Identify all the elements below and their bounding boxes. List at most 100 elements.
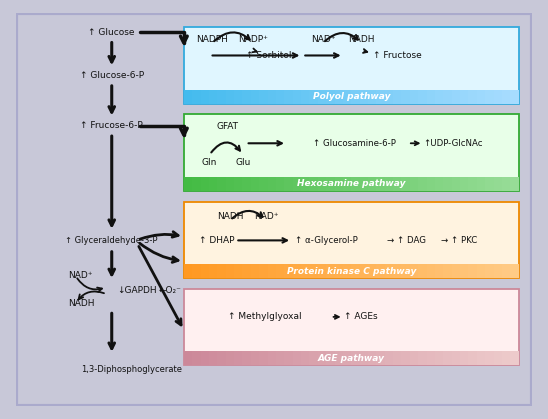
FancyBboxPatch shape [435,90,443,103]
FancyBboxPatch shape [376,177,385,191]
FancyBboxPatch shape [343,351,351,365]
FancyBboxPatch shape [418,177,426,191]
FancyBboxPatch shape [502,177,510,191]
FancyBboxPatch shape [334,351,343,365]
FancyBboxPatch shape [385,177,393,191]
FancyBboxPatch shape [218,177,226,191]
Text: ↑UDP-GlcNAc: ↑UDP-GlcNAc [424,139,483,148]
FancyBboxPatch shape [218,90,226,103]
FancyBboxPatch shape [184,90,192,103]
FancyBboxPatch shape [343,177,351,191]
FancyBboxPatch shape [402,351,410,365]
FancyBboxPatch shape [184,114,518,191]
FancyBboxPatch shape [226,90,234,103]
FancyBboxPatch shape [251,177,259,191]
FancyBboxPatch shape [234,90,242,103]
FancyBboxPatch shape [418,90,426,103]
Text: → ↑ DAG: → ↑ DAG [387,236,426,245]
FancyBboxPatch shape [510,90,518,103]
FancyBboxPatch shape [351,90,359,103]
Text: ↑ Glucosamine-6-P: ↑ Glucosamine-6-P [312,139,396,148]
Text: 1,3-Diphosphoglycerate: 1,3-Diphosphoglycerate [81,365,182,374]
FancyBboxPatch shape [326,90,334,103]
FancyBboxPatch shape [435,351,443,365]
FancyBboxPatch shape [393,90,402,103]
FancyBboxPatch shape [201,264,209,278]
FancyBboxPatch shape [477,264,485,278]
FancyBboxPatch shape [184,27,518,103]
FancyBboxPatch shape [293,264,301,278]
FancyBboxPatch shape [318,351,326,365]
FancyBboxPatch shape [251,264,259,278]
Text: AGE pathway: AGE pathway [318,354,385,363]
FancyBboxPatch shape [276,351,284,365]
FancyBboxPatch shape [485,90,494,103]
FancyBboxPatch shape [359,90,368,103]
FancyBboxPatch shape [359,177,368,191]
Text: ↑ Glyceraldehyde-3-P: ↑ Glyceraldehyde-3-P [66,235,158,245]
FancyBboxPatch shape [469,264,477,278]
FancyBboxPatch shape [251,90,259,103]
FancyBboxPatch shape [209,351,218,365]
FancyBboxPatch shape [326,177,334,191]
FancyBboxPatch shape [251,351,259,365]
FancyBboxPatch shape [510,264,518,278]
FancyBboxPatch shape [284,177,293,191]
FancyBboxPatch shape [209,90,218,103]
FancyBboxPatch shape [376,90,385,103]
FancyBboxPatch shape [351,264,359,278]
FancyBboxPatch shape [310,177,318,191]
Text: Polyol pathway: Polyol pathway [312,92,390,101]
FancyBboxPatch shape [242,177,251,191]
FancyBboxPatch shape [402,90,410,103]
FancyBboxPatch shape [334,264,343,278]
FancyBboxPatch shape [226,177,234,191]
FancyBboxPatch shape [385,351,393,365]
FancyBboxPatch shape [402,177,410,191]
Text: ↑ Glucose: ↑ Glucose [88,28,135,37]
FancyBboxPatch shape [267,264,276,278]
FancyBboxPatch shape [318,177,326,191]
FancyBboxPatch shape [435,264,443,278]
FancyBboxPatch shape [259,177,267,191]
Text: NADH: NADH [349,35,375,44]
Text: ←O₂⁻: ←O₂⁻ [158,286,181,295]
FancyBboxPatch shape [276,90,284,103]
FancyBboxPatch shape [284,264,293,278]
FancyBboxPatch shape [293,177,301,191]
FancyBboxPatch shape [443,351,452,365]
FancyBboxPatch shape [426,264,435,278]
FancyBboxPatch shape [334,90,343,103]
FancyBboxPatch shape [259,351,267,365]
Text: Glu: Glu [236,158,251,166]
FancyBboxPatch shape [443,177,452,191]
FancyBboxPatch shape [502,90,510,103]
FancyBboxPatch shape [226,264,234,278]
FancyBboxPatch shape [368,90,376,103]
FancyBboxPatch shape [234,177,242,191]
FancyBboxPatch shape [351,177,359,191]
FancyBboxPatch shape [452,351,460,365]
Text: NADH: NADH [68,299,94,308]
FancyBboxPatch shape [259,90,267,103]
FancyBboxPatch shape [184,289,518,365]
FancyBboxPatch shape [334,177,343,191]
FancyBboxPatch shape [209,264,218,278]
FancyBboxPatch shape [368,177,376,191]
FancyBboxPatch shape [494,177,502,191]
Text: NAD⁺: NAD⁺ [311,35,335,44]
FancyBboxPatch shape [485,264,494,278]
FancyBboxPatch shape [293,90,301,103]
FancyBboxPatch shape [460,351,469,365]
Text: NADH: NADH [217,212,243,221]
FancyBboxPatch shape [460,90,469,103]
FancyBboxPatch shape [343,264,351,278]
FancyBboxPatch shape [502,264,510,278]
Text: ↑ α-Glycerol-P: ↑ α-Glycerol-P [295,236,357,245]
FancyBboxPatch shape [201,90,209,103]
Text: Protein kinase C pathway: Protein kinase C pathway [287,266,416,276]
Text: Hexosamine pathway: Hexosamine pathway [297,179,406,189]
FancyBboxPatch shape [326,264,334,278]
FancyBboxPatch shape [460,264,469,278]
FancyBboxPatch shape [284,351,293,365]
